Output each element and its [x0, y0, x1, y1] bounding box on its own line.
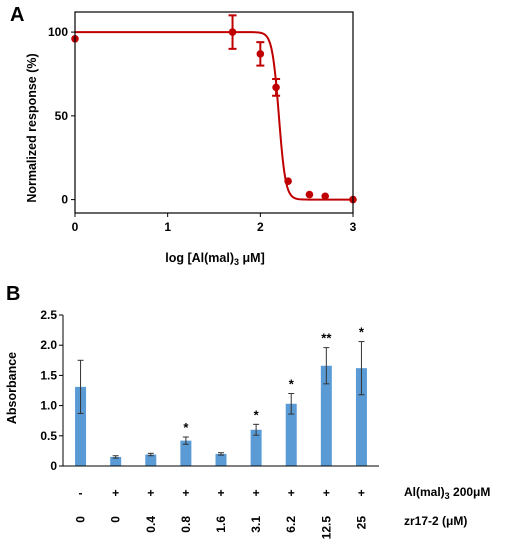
panel-b-y-tick-label: 1.5 [40, 368, 57, 382]
panel-a-data-point [256, 50, 265, 58]
compound-concentration-label: 6.2 [284, 516, 298, 533]
panel-b-bar [145, 454, 157, 466]
panel-a-letter: A [10, 4, 24, 26]
panel-a-chart: 0 1 2 3 0 50 100 [48, 11, 357, 234]
panel-b-letter: B [6, 283, 20, 305]
treatment-row-label: Al(mal)3 200μM [404, 485, 490, 501]
panel-b-y-tick-label: 2.0 [40, 338, 57, 352]
panel-a-plot-frame [74, 11, 354, 214]
panel-a-x-tick-label: 2 [257, 220, 264, 234]
panel-b-significance-marker: * [289, 377, 295, 392]
panel-a-y-tick-label: 100 [48, 25, 68, 39]
panel-b-significance-marker: * [359, 325, 365, 340]
panel-b-significance-marker: * [254, 407, 260, 422]
panel-b-bar [180, 440, 192, 466]
panel-a-data-point [305, 190, 314, 199]
panel-b-y-tick-label: 0.5 [40, 429, 57, 443]
panel-b-bar [320, 365, 332, 466]
panel-a-x-tick-label: 1 [164, 220, 171, 234]
panel-b-y-tick-label: 0 [50, 459, 57, 473]
panel-a-y-tick-label: 50 [55, 109, 69, 123]
panel-b-chart: 0 0.5 1.0 1.5 2.0 2.5 - 0 +0 +0.4 * +0.8 +1.6 * +3.1 *… [40, 308, 379, 539]
panel-b-significance-marker: * [183, 420, 189, 435]
treatment-sign: + [253, 486, 260, 500]
panel-a-data-point [272, 83, 280, 92]
compound-concentration-label: 0.4 [144, 516, 158, 533]
treatment-sign: + [288, 486, 295, 500]
panel-a-data-point [321, 192, 330, 201]
panel-b-y-axis-title: Absorbance [5, 352, 19, 424]
compound-concentration-label: 25 [354, 516, 368, 530]
treatment-sign: + [323, 486, 330, 500]
panel-b-bar [75, 386, 87, 466]
panel-a-data-point [284, 177, 292, 185]
treatment-sign: - [79, 486, 83, 500]
panel-a-x-axis-title: log [Al(mal)3 μM] [165, 251, 264, 267]
panel-b-bar [110, 456, 122, 466]
compound-concentration-label: 0.8 [179, 516, 193, 533]
panel-a-fit-curve [75, 31, 353, 201]
treatment-sign: + [217, 486, 224, 500]
compound-row-label: zr17-2 (μM) [404, 514, 467, 528]
panel-b-bar [355, 368, 367, 466]
panel-a-x-tick-label: 0 [72, 220, 79, 234]
panel-a-x-tick-label: 3 [350, 220, 357, 234]
compound-concentration-label: 3.1 [249, 516, 263, 533]
treatment-sign: + [147, 486, 154, 500]
panel-b-bar [215, 453, 227, 466]
panel-a-y-tick-label: 0 [61, 193, 68, 207]
treatment-sign: + [112, 486, 119, 500]
panel-a-y-axis-title: Normalized response (%) [25, 53, 39, 202]
panel-a-data-point [228, 28, 237, 36]
panel-b-y-tick-label: 2.5 [40, 308, 57, 322]
compound-concentration-label: 12.5 [319, 516, 333, 540]
compound-concentration-label: 1.6 [214, 516, 228, 533]
panel-b-y-tick-label: 1.0 [40, 399, 57, 413]
panel-b-bar [250, 429, 262, 466]
compound-concentration-label: 0 [109, 516, 123, 523]
treatment-sign: + [358, 486, 365, 500]
compound-concentration-label: 0 [74, 516, 88, 523]
treatment-sign: + [182, 486, 189, 500]
panel-b-significance-marker: ** [321, 331, 332, 346]
panel-b-bar [285, 403, 297, 466]
